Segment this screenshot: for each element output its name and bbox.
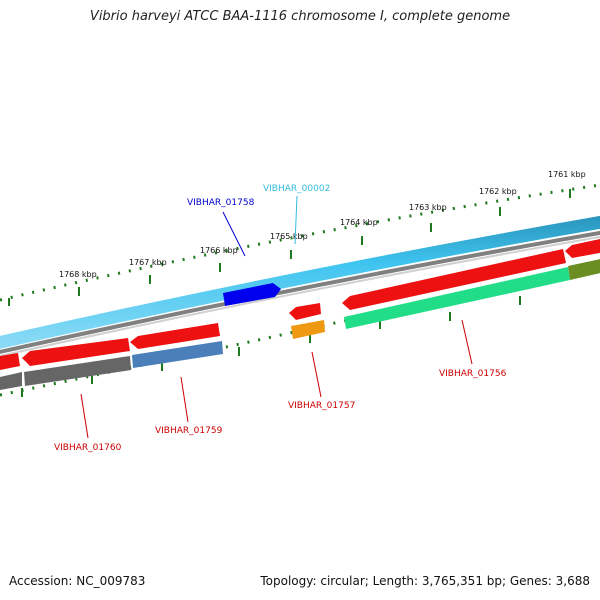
gene-vibhar-01758[interactable] xyxy=(223,283,281,306)
scale-label-1765: 1765 kbp xyxy=(270,232,308,241)
label-vibhar-01757[interactable]: VIBHAR_01757 xyxy=(288,401,355,411)
gene-red-small[interactable] xyxy=(289,303,321,320)
backbone-highlight xyxy=(0,235,600,357)
scale-label-1762: 1762 kbp xyxy=(479,187,517,196)
accession-text: Accession: NC_009783 xyxy=(9,574,146,588)
gene-vibhar-01757[interactable] xyxy=(291,320,325,339)
gene-vibhar-01760[interactable] xyxy=(24,356,131,386)
scale-label-1761: 1761 kbp xyxy=(548,170,586,179)
backbone-line xyxy=(0,230,600,354)
map-title: Vibrio harveyi ATCC BAA-1116 chromosome … xyxy=(89,9,511,24)
gene-red-mid-left[interactable] xyxy=(130,323,220,349)
gene-green-long[interactable] xyxy=(344,267,570,329)
scale-label-1766: 1766 kbp xyxy=(200,246,238,255)
gene-gray-left-edge[interactable] xyxy=(0,372,22,390)
scale-label-1768: 1768 kbp xyxy=(59,270,97,279)
label-vibhar-01759[interactable]: VIBHAR_01759 xyxy=(155,426,223,436)
scale-label-1764: 1764 kbp xyxy=(340,218,378,227)
leader-vibhar-01758 xyxy=(222,211,246,257)
scale-label-1763: 1763 kbp xyxy=(409,203,447,212)
genome-summary-text: Topology: circular; Length: 3,765,351 bp… xyxy=(260,574,590,588)
label-vibhar-01756[interactable]: VIBHAR_01756 xyxy=(439,369,507,379)
leader-vibhar-01757 xyxy=(311,351,322,398)
leader-vibhar-01759 xyxy=(180,376,189,423)
gene-olive-right[interactable] xyxy=(568,258,600,280)
gene-vibhar-01759[interactable] xyxy=(132,341,223,368)
leader-vibhar-01756 xyxy=(461,319,473,365)
forward-strand-track xyxy=(0,215,600,349)
gene-vibhar-01756-red[interactable] xyxy=(342,249,566,310)
scale-label-1767: 1767 kbp xyxy=(129,258,167,267)
label-vibhar-01758[interactable]: VIBHAR_01758 xyxy=(187,198,255,208)
label-vibhar-00002[interactable]: VIBHAR_00002 xyxy=(263,184,330,194)
gene-red-right-edge[interactable] xyxy=(565,238,600,258)
leader-vibhar-00002 xyxy=(294,195,298,245)
label-vibhar-01760[interactable]: VIBHAR_01760 xyxy=(54,443,122,453)
gene-red-left-edge[interactable] xyxy=(0,353,20,370)
gene-red-left[interactable] xyxy=(22,338,130,366)
leader-vibhar-01760 xyxy=(80,393,89,439)
outer-major-ticks xyxy=(8,189,571,306)
